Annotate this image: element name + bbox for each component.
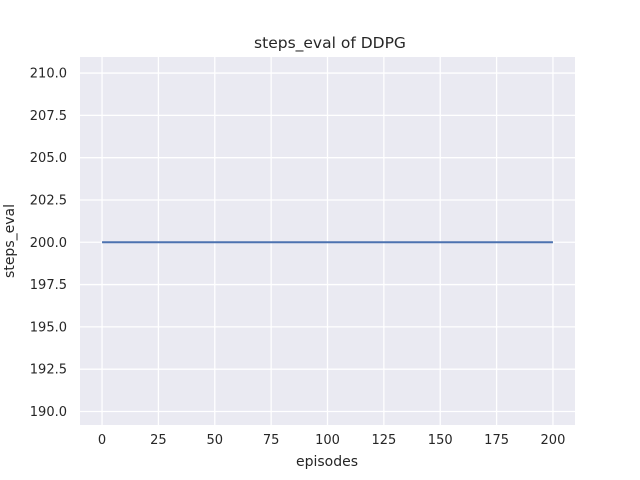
x-tick-label: 25	[150, 433, 167, 448]
y-tick-label: 190.0	[30, 405, 67, 420]
y-tick-label: 200.0	[30, 236, 67, 251]
y-tick-label: 192.5	[30, 363, 67, 378]
x-tick-label: 150	[428, 433, 453, 448]
y-tick-label: 210.0	[30, 67, 67, 82]
x-tick-label: 50	[207, 433, 224, 448]
y-tick-labels: 190.0 192.5 195.0 197.5 200.0 202.5 205.0 207.5…	[30, 67, 67, 420]
y-tick-label: 197.5	[30, 278, 67, 293]
y-tick-label: 207.5	[30, 109, 67, 124]
y-tick-label: 202.5	[30, 193, 67, 208]
y-tick-label: 195.0	[30, 320, 67, 335]
x-tick-label: 200	[541, 433, 566, 448]
x-axis-label: episodes	[296, 454, 358, 470]
x-tick-label: 125	[371, 433, 396, 448]
x-tick-labels: 0 25 50 75 100 125 150 175 200	[98, 433, 565, 448]
y-axis-label: steps_eval	[2, 204, 18, 278]
x-tick-label: 0	[98, 433, 106, 448]
y-tick-label: 205.0	[30, 151, 67, 166]
x-tick-label: 100	[315, 433, 340, 448]
x-tick-label: 75	[263, 433, 280, 448]
chart-title: steps_eval of DDPG	[254, 34, 406, 53]
x-tick-label: 175	[484, 433, 509, 448]
